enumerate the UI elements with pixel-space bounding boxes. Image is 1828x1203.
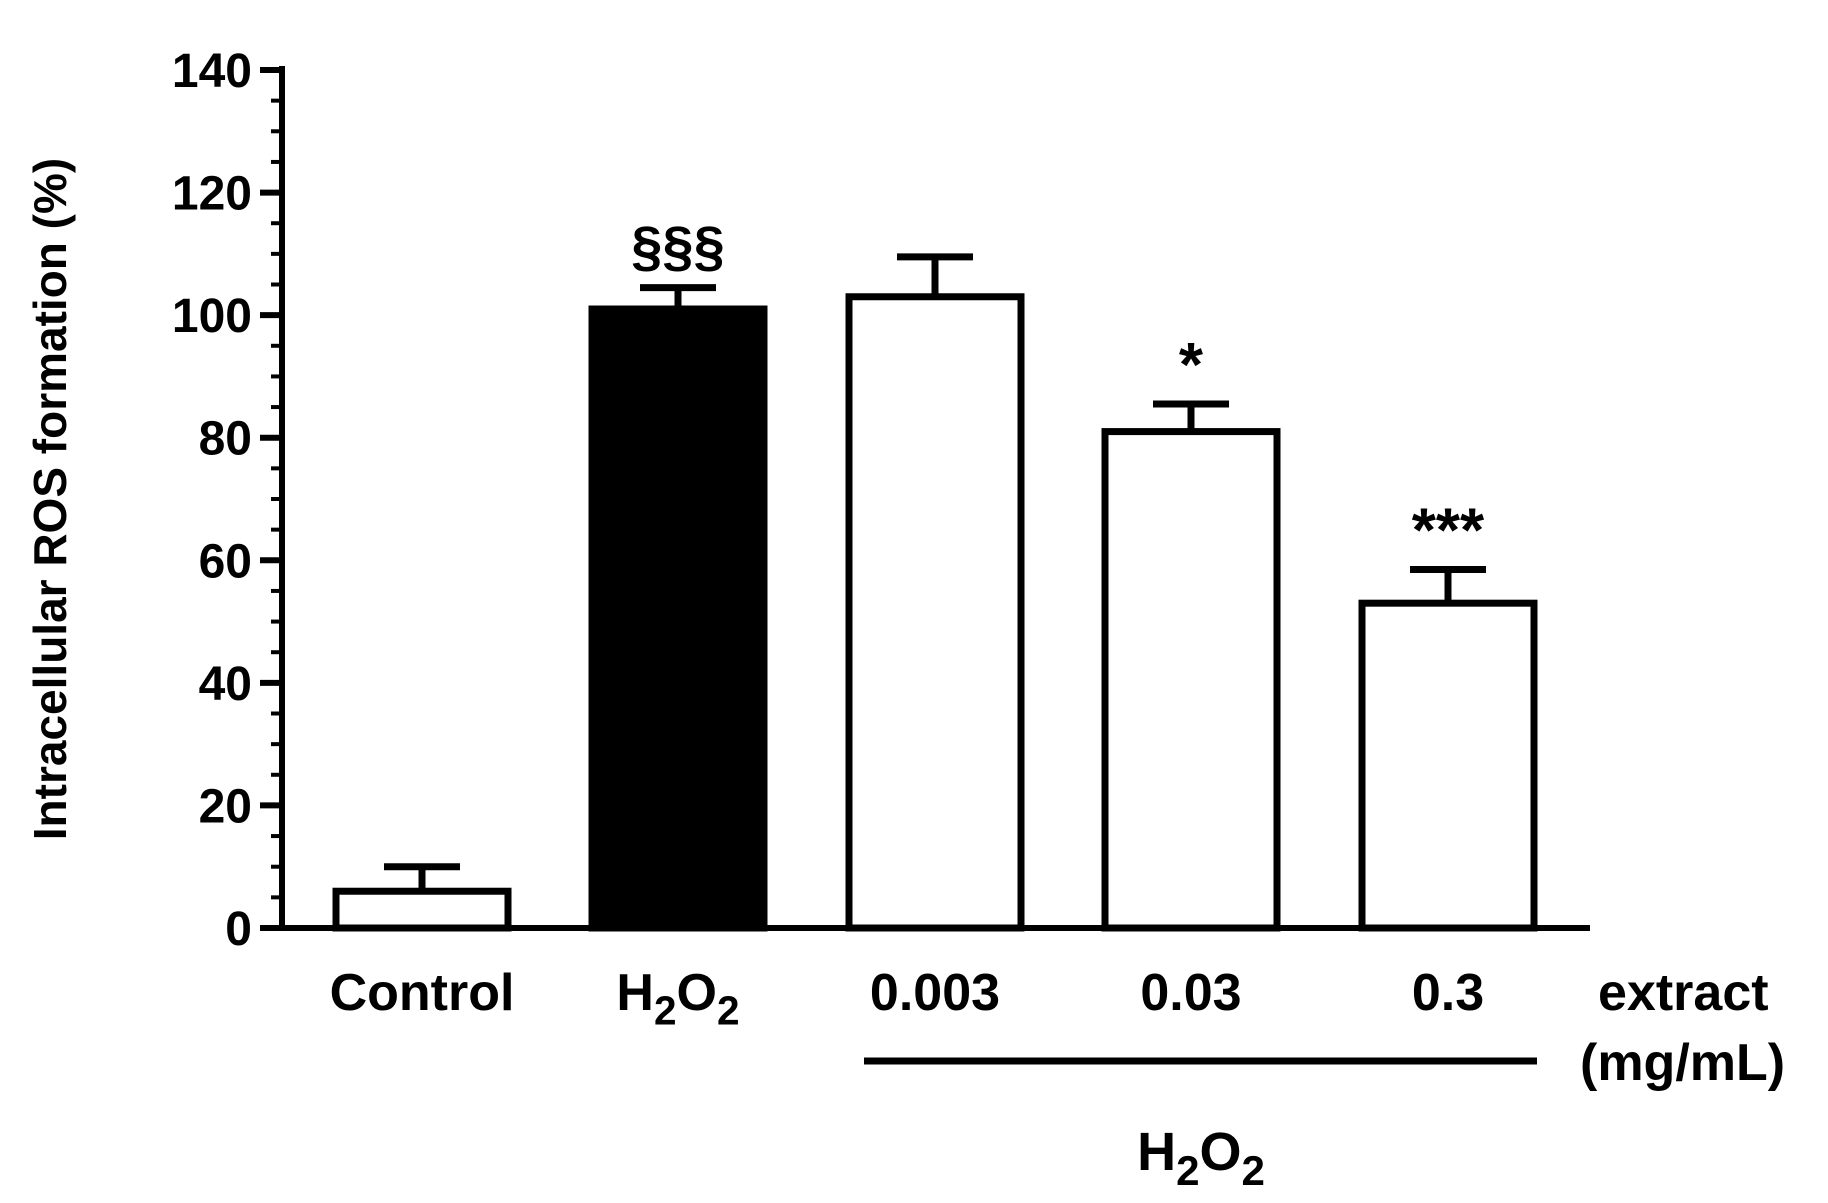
bar-3	[1101, 428, 1281, 932]
y-tick-label: 20	[199, 780, 252, 833]
extract-label: extract	[1598, 964, 1769, 1022]
x-tick-label-4: 0.3	[1412, 964, 1484, 1022]
bar-4	[1358, 599, 1538, 932]
significance-marker-4: ***	[1412, 496, 1485, 565]
extract-unit-label: (mg/mL)	[1580, 1034, 1785, 1092]
y-tick-label: 100	[172, 290, 252, 343]
bar-0	[332, 887, 512, 932]
y-axis-label: Intracellular ROS formation (%)	[24, 158, 76, 840]
y-tick-label: 0	[225, 903, 252, 956]
x-tick-label-3: 0.03	[1140, 964, 1241, 1022]
bar-1	[588, 305, 768, 932]
y-tick-label: 40	[199, 658, 252, 711]
group-label: H2O2	[1137, 1122, 1265, 1194]
x-tick-label-1: H2O2	[616, 964, 739, 1034]
significance-marker-3: *	[1179, 331, 1204, 400]
y-tick-label: 80	[199, 413, 252, 466]
bar-2	[845, 293, 1025, 932]
y-tick-label: 120	[172, 168, 252, 221]
y-tick-label: 140	[172, 45, 252, 98]
y-tick-label: 60	[199, 535, 252, 588]
significance-marker-1: §§§	[631, 215, 724, 278]
x-tick-label-0: Control	[330, 964, 515, 1022]
x-tick-label-2: 0.003	[870, 964, 1000, 1022]
